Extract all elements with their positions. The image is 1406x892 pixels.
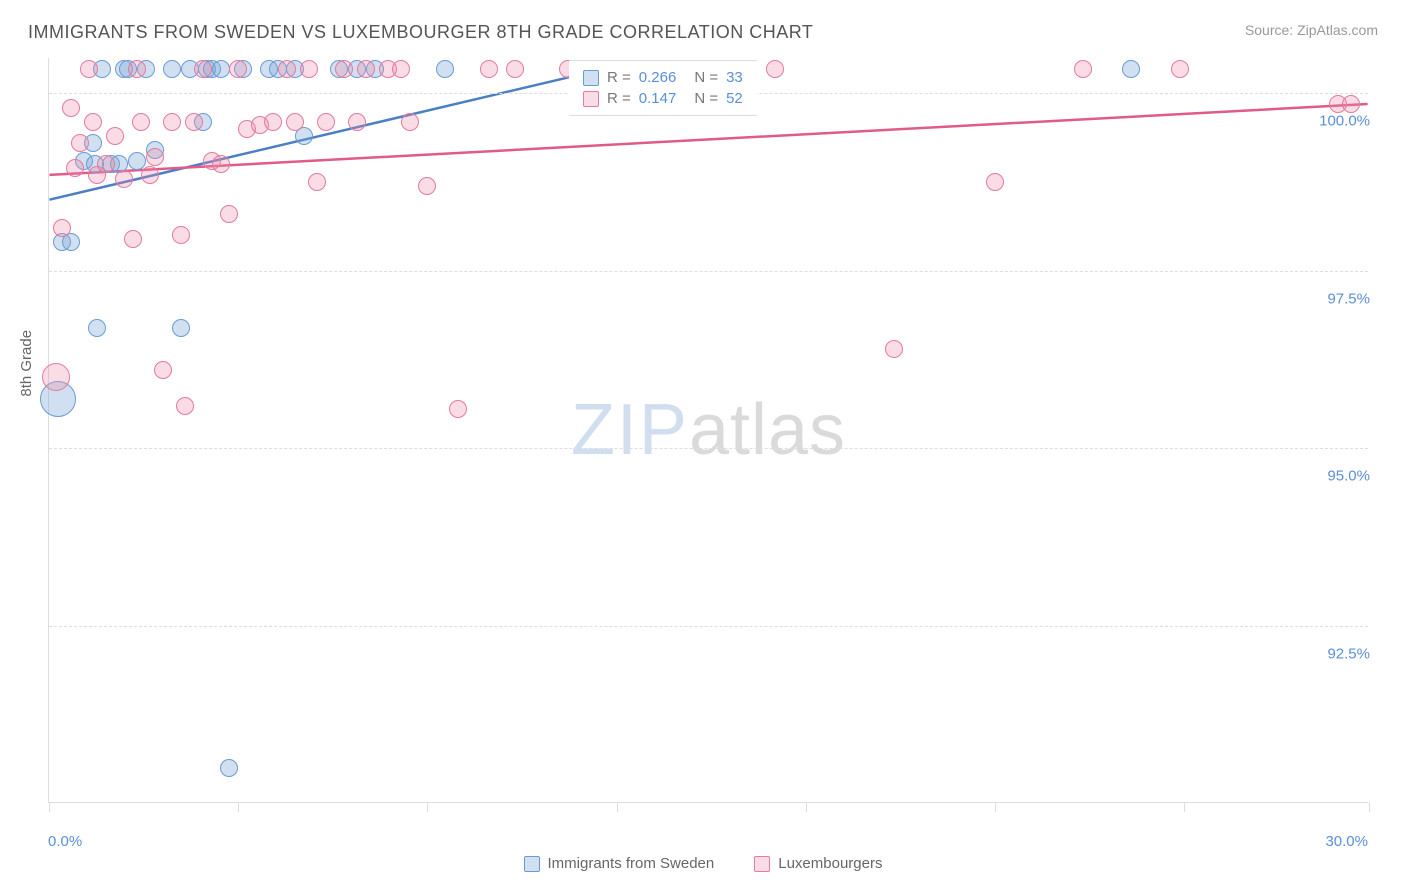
data-point-lux[interactable] — [212, 155, 230, 173]
data-point-lux[interactable] — [176, 397, 194, 415]
data-point-lux[interactable] — [1074, 60, 1092, 78]
data-point-lux[interactable] — [286, 113, 304, 131]
watermark-zip: ZIP — [571, 390, 689, 470]
swatch-lux — [754, 856, 770, 872]
source-attribution: Source: ZipAtlas.com — [1245, 22, 1378, 38]
correlation-stat-box: R = 0.266 N = 33 R = 0.147 N = 52 — [569, 60, 757, 116]
watermark-atlas: atlas — [689, 390, 846, 470]
stat-n-value: 52 — [726, 90, 743, 107]
x-tick — [995, 802, 996, 812]
bottom-legend: Immigrants from Sweden Luxembourgers — [0, 855, 1406, 872]
data-point-lux[interactable] — [80, 60, 98, 78]
data-point-lux[interactable] — [480, 60, 498, 78]
data-point-lux[interactable] — [278, 60, 296, 78]
grid-line — [49, 448, 1368, 449]
x-tick — [1369, 802, 1370, 812]
trend-line-sweden — [49, 65, 620, 200]
data-point-sweden[interactable] — [436, 60, 454, 78]
data-point-lux[interactable] — [300, 60, 318, 78]
data-point-lux[interactable] — [449, 400, 467, 418]
x-axis-min-label: 0.0% — [48, 833, 82, 850]
data-point-sweden[interactable] — [163, 60, 181, 78]
stat-n-label: N = — [694, 90, 718, 107]
data-point-lux[interactable] — [229, 60, 247, 78]
data-point-lux[interactable] — [84, 113, 102, 131]
data-point-sweden[interactable] — [212, 60, 230, 78]
data-point-sweden[interactable] — [172, 319, 190, 337]
data-point-lux[interactable] — [71, 134, 89, 152]
stat-row-sweden: R = 0.266 N = 33 — [583, 67, 743, 88]
swatch-sweden-icon — [583, 70, 599, 86]
legend-item-sweden[interactable]: Immigrants from Sweden — [524, 855, 715, 872]
x-tick — [806, 802, 807, 812]
data-point-lux[interactable] — [766, 60, 784, 78]
data-point-lux[interactable] — [317, 113, 335, 131]
stat-r-label: R = — [607, 90, 631, 107]
data-point-lux[interactable] — [141, 166, 159, 184]
data-point-lux[interactable] — [194, 60, 212, 78]
data-point-sweden[interactable] — [88, 319, 106, 337]
data-point-lux[interactable] — [132, 113, 150, 131]
x-tick — [617, 802, 618, 812]
watermark: ZIPatlas — [571, 389, 846, 471]
y-tick-label: 92.5% — [1290, 645, 1370, 662]
data-point-lux[interactable] — [124, 230, 142, 248]
trend-lines-layer — [49, 58, 1368, 802]
data-point-lux[interactable] — [308, 173, 326, 191]
x-axis-max-label: 30.0% — [1325, 833, 1368, 850]
legend-label-sweden: Immigrants from Sweden — [548, 855, 715, 872]
data-point-lux[interactable] — [172, 226, 190, 244]
y-axis-title: 8th Grade — [18, 330, 35, 397]
data-point-lux[interactable] — [62, 99, 80, 117]
legend-label-lux: Luxembourgers — [778, 855, 882, 872]
x-tick — [427, 802, 428, 812]
data-point-lux[interactable] — [418, 177, 436, 195]
swatch-lux-icon — [583, 91, 599, 107]
stat-r-label: R = — [607, 69, 631, 86]
data-point-lux[interactable] — [357, 60, 375, 78]
data-point-lux[interactable] — [264, 113, 282, 131]
grid-line — [49, 271, 1368, 272]
data-point-lux[interactable] — [53, 219, 71, 237]
x-tick — [1184, 802, 1185, 812]
data-point-lux[interactable] — [1342, 95, 1360, 113]
stat-n-label: N = — [694, 69, 718, 86]
data-point-lux[interactable] — [115, 170, 133, 188]
data-point-lux[interactable] — [986, 173, 1004, 191]
data-point-lux[interactable] — [1171, 60, 1189, 78]
data-point-lux[interactable] — [885, 340, 903, 358]
data-point-sweden[interactable] — [1122, 60, 1140, 78]
data-point-lux[interactable] — [42, 363, 70, 391]
y-tick-label: 97.5% — [1290, 290, 1370, 307]
data-point-lux[interactable] — [335, 60, 353, 78]
swatch-sweden — [524, 856, 540, 872]
data-point-lux[interactable] — [401, 113, 419, 131]
data-point-lux[interactable] — [97, 155, 115, 173]
data-point-lux[interactable] — [146, 148, 164, 166]
stat-r-value: 0.266 — [639, 69, 677, 86]
data-point-lux[interactable] — [185, 113, 203, 131]
grid-line — [49, 626, 1368, 627]
y-tick-label: 95.0% — [1290, 468, 1370, 485]
data-point-sweden[interactable] — [128, 152, 146, 170]
data-point-lux[interactable] — [506, 60, 524, 78]
y-tick-label: 100.0% — [1290, 113, 1370, 130]
data-point-sweden[interactable] — [220, 759, 238, 777]
stat-row-lux: R = 0.147 N = 52 — [583, 88, 743, 109]
data-point-lux[interactable] — [66, 159, 84, 177]
data-point-lux[interactable] — [220, 205, 238, 223]
data-point-lux[interactable] — [392, 60, 410, 78]
data-point-lux[interactable] — [154, 361, 172, 379]
plot-area: ZIPatlas 100.0% 97.5% 95.0% 92.5% R = 0.266 N … — [48, 58, 1368, 803]
data-point-lux[interactable] — [128, 60, 146, 78]
stat-n-value: 33 — [726, 69, 743, 86]
legend-item-lux[interactable]: Luxembourgers — [754, 855, 882, 872]
x-tick — [238, 802, 239, 812]
data-point-lux[interactable] — [163, 113, 181, 131]
data-point-lux[interactable] — [348, 113, 366, 131]
x-tick — [49, 802, 50, 812]
stat-r-value: 0.147 — [639, 90, 677, 107]
chart-title: IMMIGRANTS FROM SWEDEN VS LUXEMBOURGER 8… — [28, 22, 813, 43]
data-point-lux[interactable] — [106, 127, 124, 145]
